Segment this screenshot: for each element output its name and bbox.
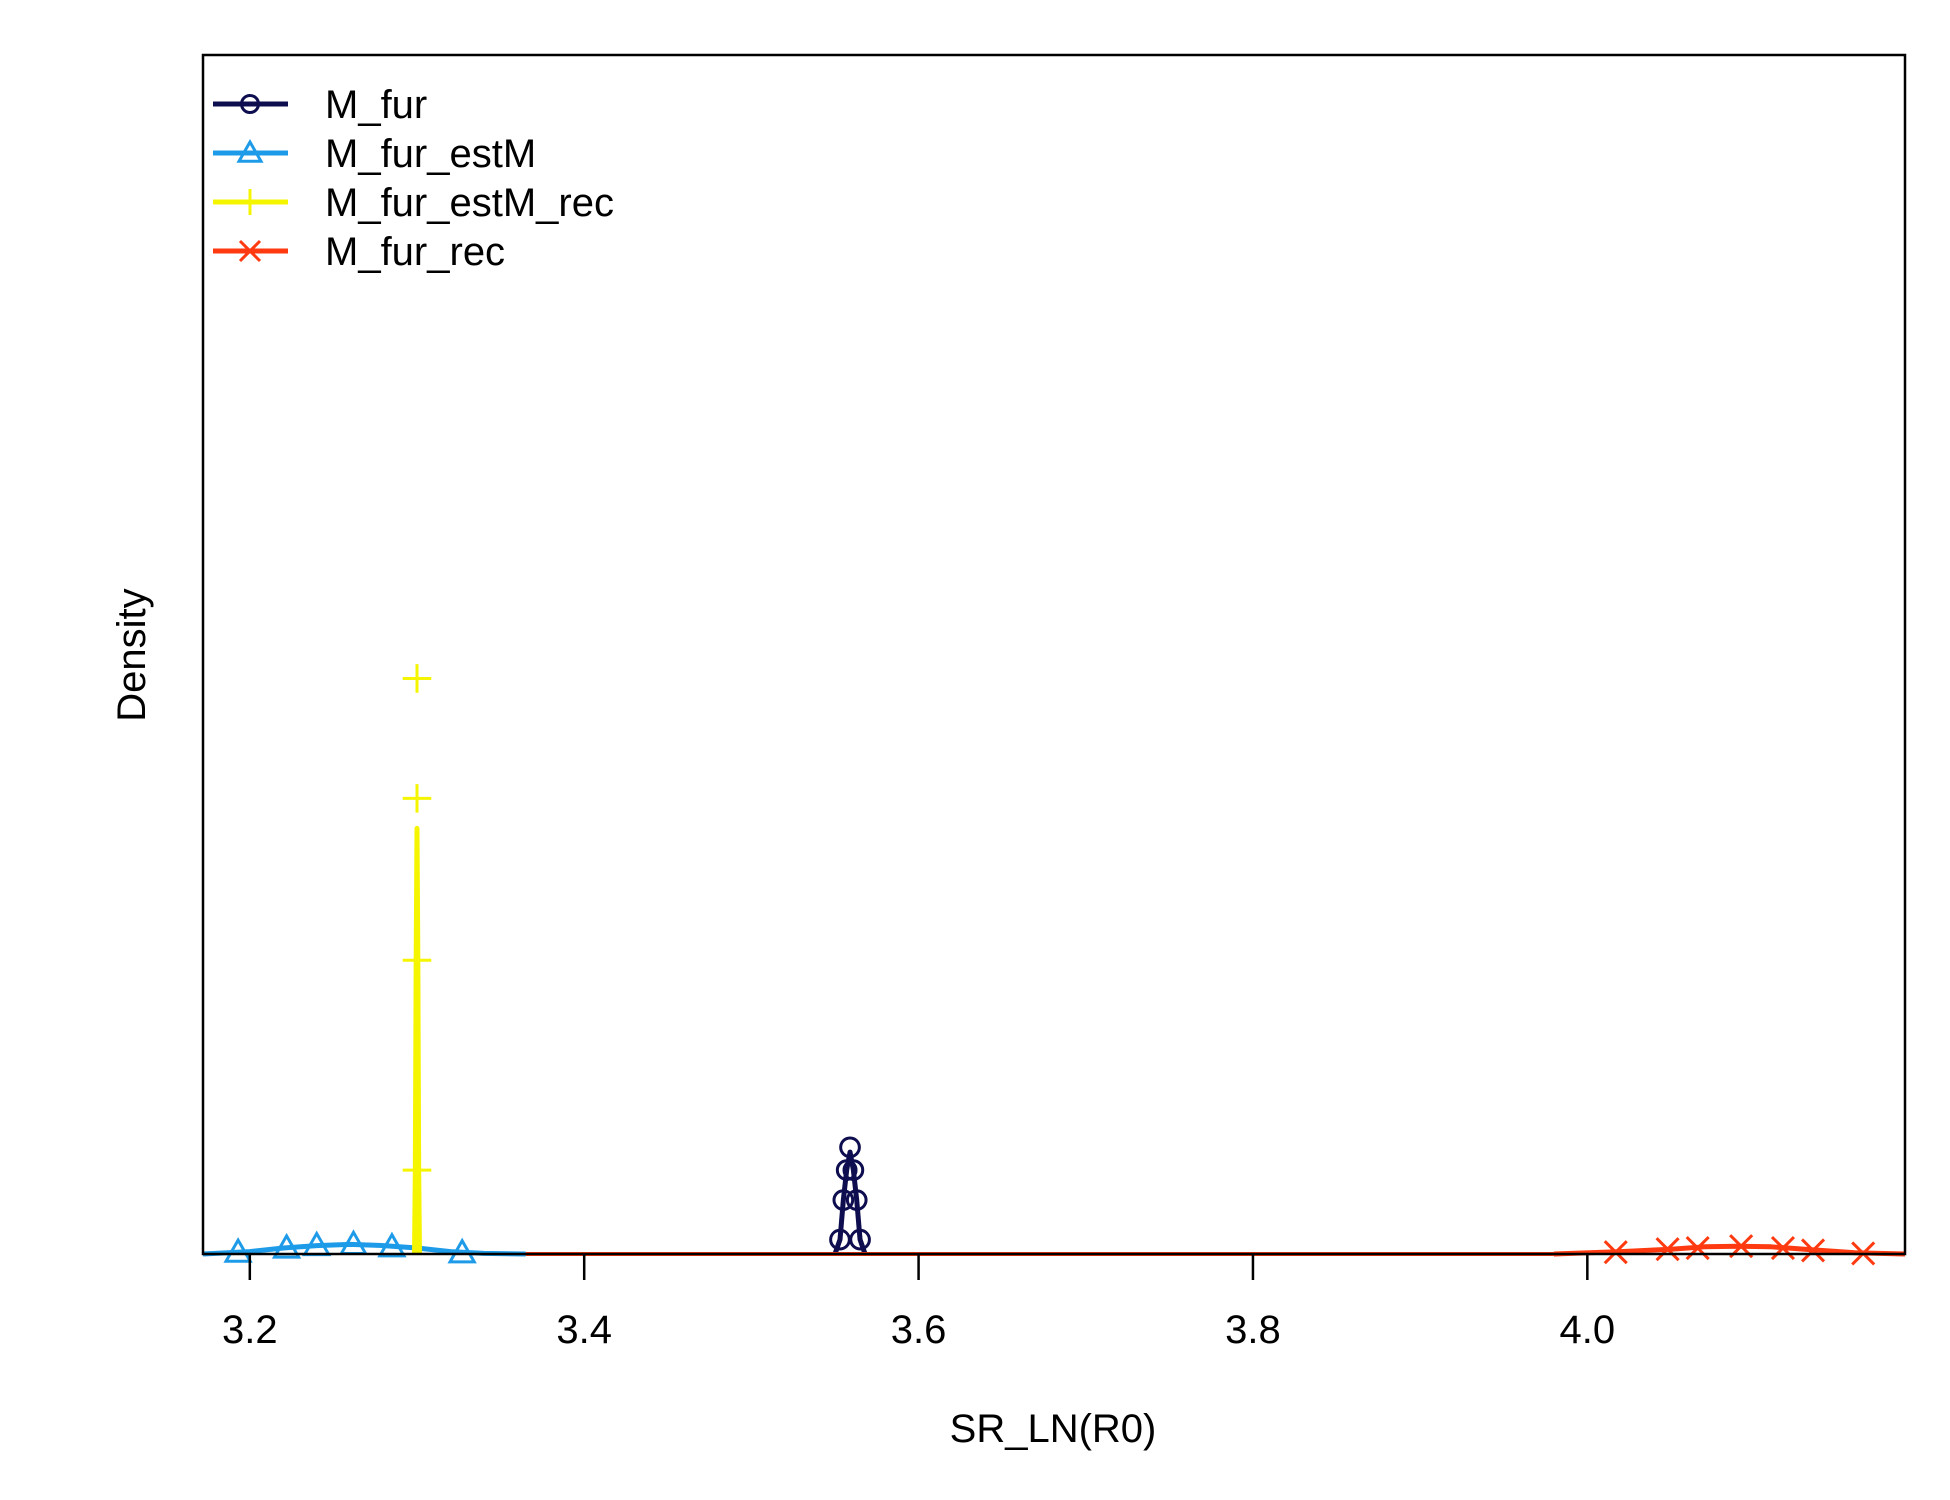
circle-marker [842,1159,865,1181]
series-M_fur_estM_rec [402,664,432,1255]
legend-label: M_fur [325,83,427,127]
plus-marker [237,189,263,215]
x-marker [1800,1238,1826,1263]
circle-marker [849,1228,871,1251]
plot-frame [201,53,1907,1256]
x-marker [1603,1240,1628,1265]
x-tick-label: 3.6 [891,1308,947,1352]
plus-marker [402,664,432,693]
x-tick-label: 3.2 [222,1308,278,1352]
plus-marker [402,1155,432,1185]
series-line [202,1241,526,1257]
x-marker [1685,1235,1710,1261]
legend-label: M_fur_estM [325,132,536,176]
series-line [1553,1243,1906,1257]
circle-marker [845,1189,868,1211]
legend-label: M_fur_rec [325,230,505,274]
legend-item: M_fur_estM [213,132,536,176]
legend-item: M_fur_rec [213,230,505,274]
x-marker [238,239,262,263]
x-marker [1770,1235,1796,1261]
plus-marker [402,784,432,813]
x-marker [1655,1237,1680,1262]
triangle-marker [236,138,264,163]
x-tick-label: 3.8 [1225,1308,1281,1352]
circle-marker [835,1159,858,1181]
legend: M_fur M_fur_estM M_fur_estM_rec M_fur_rec [213,83,614,274]
x-axis: 3.2 3.4 3.6 3.8 4.0 [222,1254,1615,1352]
series-line [412,825,423,1255]
triangle-marker [447,1237,477,1264]
legend-item: M_fur [213,83,427,127]
series-line [832,1149,868,1255]
legend-label: M_fur_estM_rec [325,181,614,225]
circle-marker [839,1136,861,1159]
circle-marker [832,1189,855,1211]
legend-item: M_fur_estM_rec [213,181,614,225]
series-M_fur [829,1136,871,1255]
y-axis-label: Density [110,588,154,721]
triangle-marker [271,1232,302,1259]
circle-marker [240,94,260,114]
triangle-marker [223,1237,253,1263]
x-tick-label: 3.4 [556,1308,612,1352]
plus-marker [402,945,432,975]
triangle-marker [377,1231,407,1258]
x-tick-label: 4.0 [1560,1308,1616,1352]
x-axis-label: SR_LN(R0) [950,1407,1157,1451]
